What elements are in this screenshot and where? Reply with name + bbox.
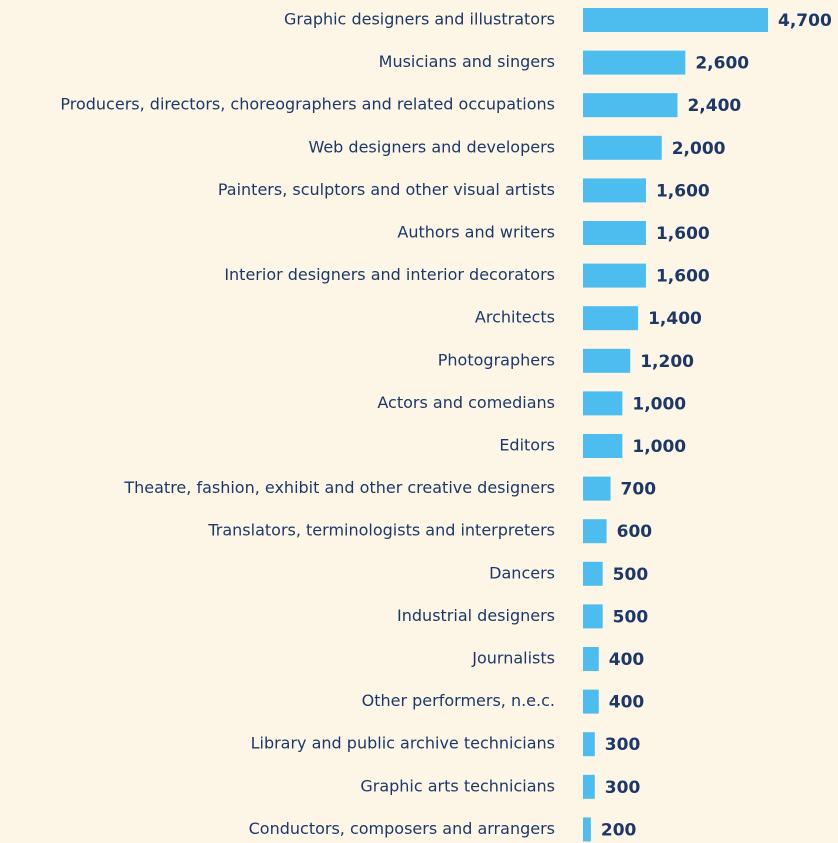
value-label: 400 bbox=[609, 650, 645, 670]
category-label: Web designers and developers bbox=[308, 137, 555, 156]
value-label: 2,600 bbox=[695, 54, 749, 74]
bar bbox=[583, 263, 646, 288]
category-label: Interior designers and interior decorato… bbox=[224, 265, 555, 284]
value-label: 700 bbox=[621, 480, 657, 500]
category-label: Journalists bbox=[471, 649, 555, 668]
category-label: Theatre, fashion, exhibit and other crea… bbox=[123, 478, 555, 497]
value-label: 1,000 bbox=[632, 437, 686, 457]
bar bbox=[583, 178, 646, 203]
category-label: Library and public archive technicians bbox=[251, 734, 555, 753]
category-label: Painters, sculptors and other visual art… bbox=[218, 180, 555, 199]
bar bbox=[583, 93, 678, 118]
value-label: 1,400 bbox=[648, 309, 702, 329]
category-label: Graphic designers and illustrators bbox=[284, 10, 555, 29]
value-label: 1,000 bbox=[632, 394, 686, 414]
value-label: 1,600 bbox=[656, 224, 710, 244]
bar bbox=[583, 135, 662, 160]
category-label: Dancers bbox=[489, 563, 555, 582]
bar bbox=[583, 348, 631, 373]
category-label: Industrial designers bbox=[397, 606, 555, 625]
bar bbox=[583, 306, 639, 331]
bar bbox=[583, 647, 599, 671]
bar bbox=[583, 774, 595, 799]
category-label: Architects bbox=[475, 308, 555, 327]
category-label: Conductors, composers and arrangers bbox=[249, 819, 555, 838]
category-label: Producers, directors, choreographers and… bbox=[60, 95, 555, 114]
bar bbox=[583, 476, 611, 501]
value-label: 500 bbox=[613, 607, 649, 627]
value-label: 1,200 bbox=[640, 352, 694, 372]
category-label: Translators, terminologists and interpre… bbox=[207, 521, 555, 540]
value-label: 1,600 bbox=[656, 181, 710, 201]
bar bbox=[583, 561, 603, 586]
bar bbox=[583, 732, 595, 757]
category-label: Editors bbox=[499, 436, 555, 455]
category-label: Photographers bbox=[438, 350, 555, 369]
bar bbox=[583, 391, 623, 416]
category-label: Authors and writers bbox=[397, 223, 555, 242]
value-label: 200 bbox=[601, 820, 637, 840]
value-label: 300 bbox=[605, 778, 641, 798]
value-label: 2,000 bbox=[672, 139, 726, 159]
value-label: 1,600 bbox=[656, 267, 710, 287]
bar bbox=[583, 689, 599, 714]
value-label: 2,400 bbox=[687, 96, 741, 116]
value-label: 600 bbox=[617, 522, 653, 542]
category-label: Other performers, n.e.c. bbox=[362, 691, 555, 710]
value-label: 500 bbox=[613, 565, 649, 585]
bar bbox=[583, 519, 607, 544]
category-label: Graphic arts technicians bbox=[360, 776, 555, 795]
category-label: Musicians and singers bbox=[379, 52, 555, 71]
bar bbox=[583, 604, 603, 629]
bar bbox=[583, 221, 646, 245]
value-label: 400 bbox=[609, 693, 645, 713]
value-label: 300 bbox=[605, 735, 641, 755]
bar bbox=[583, 434, 623, 458]
bar bbox=[583, 50, 686, 75]
bar bbox=[583, 817, 591, 842]
bar bbox=[583, 8, 768, 32]
value-label: 4,700 bbox=[778, 11, 832, 31]
category-label: Actors and comedians bbox=[377, 393, 555, 412]
